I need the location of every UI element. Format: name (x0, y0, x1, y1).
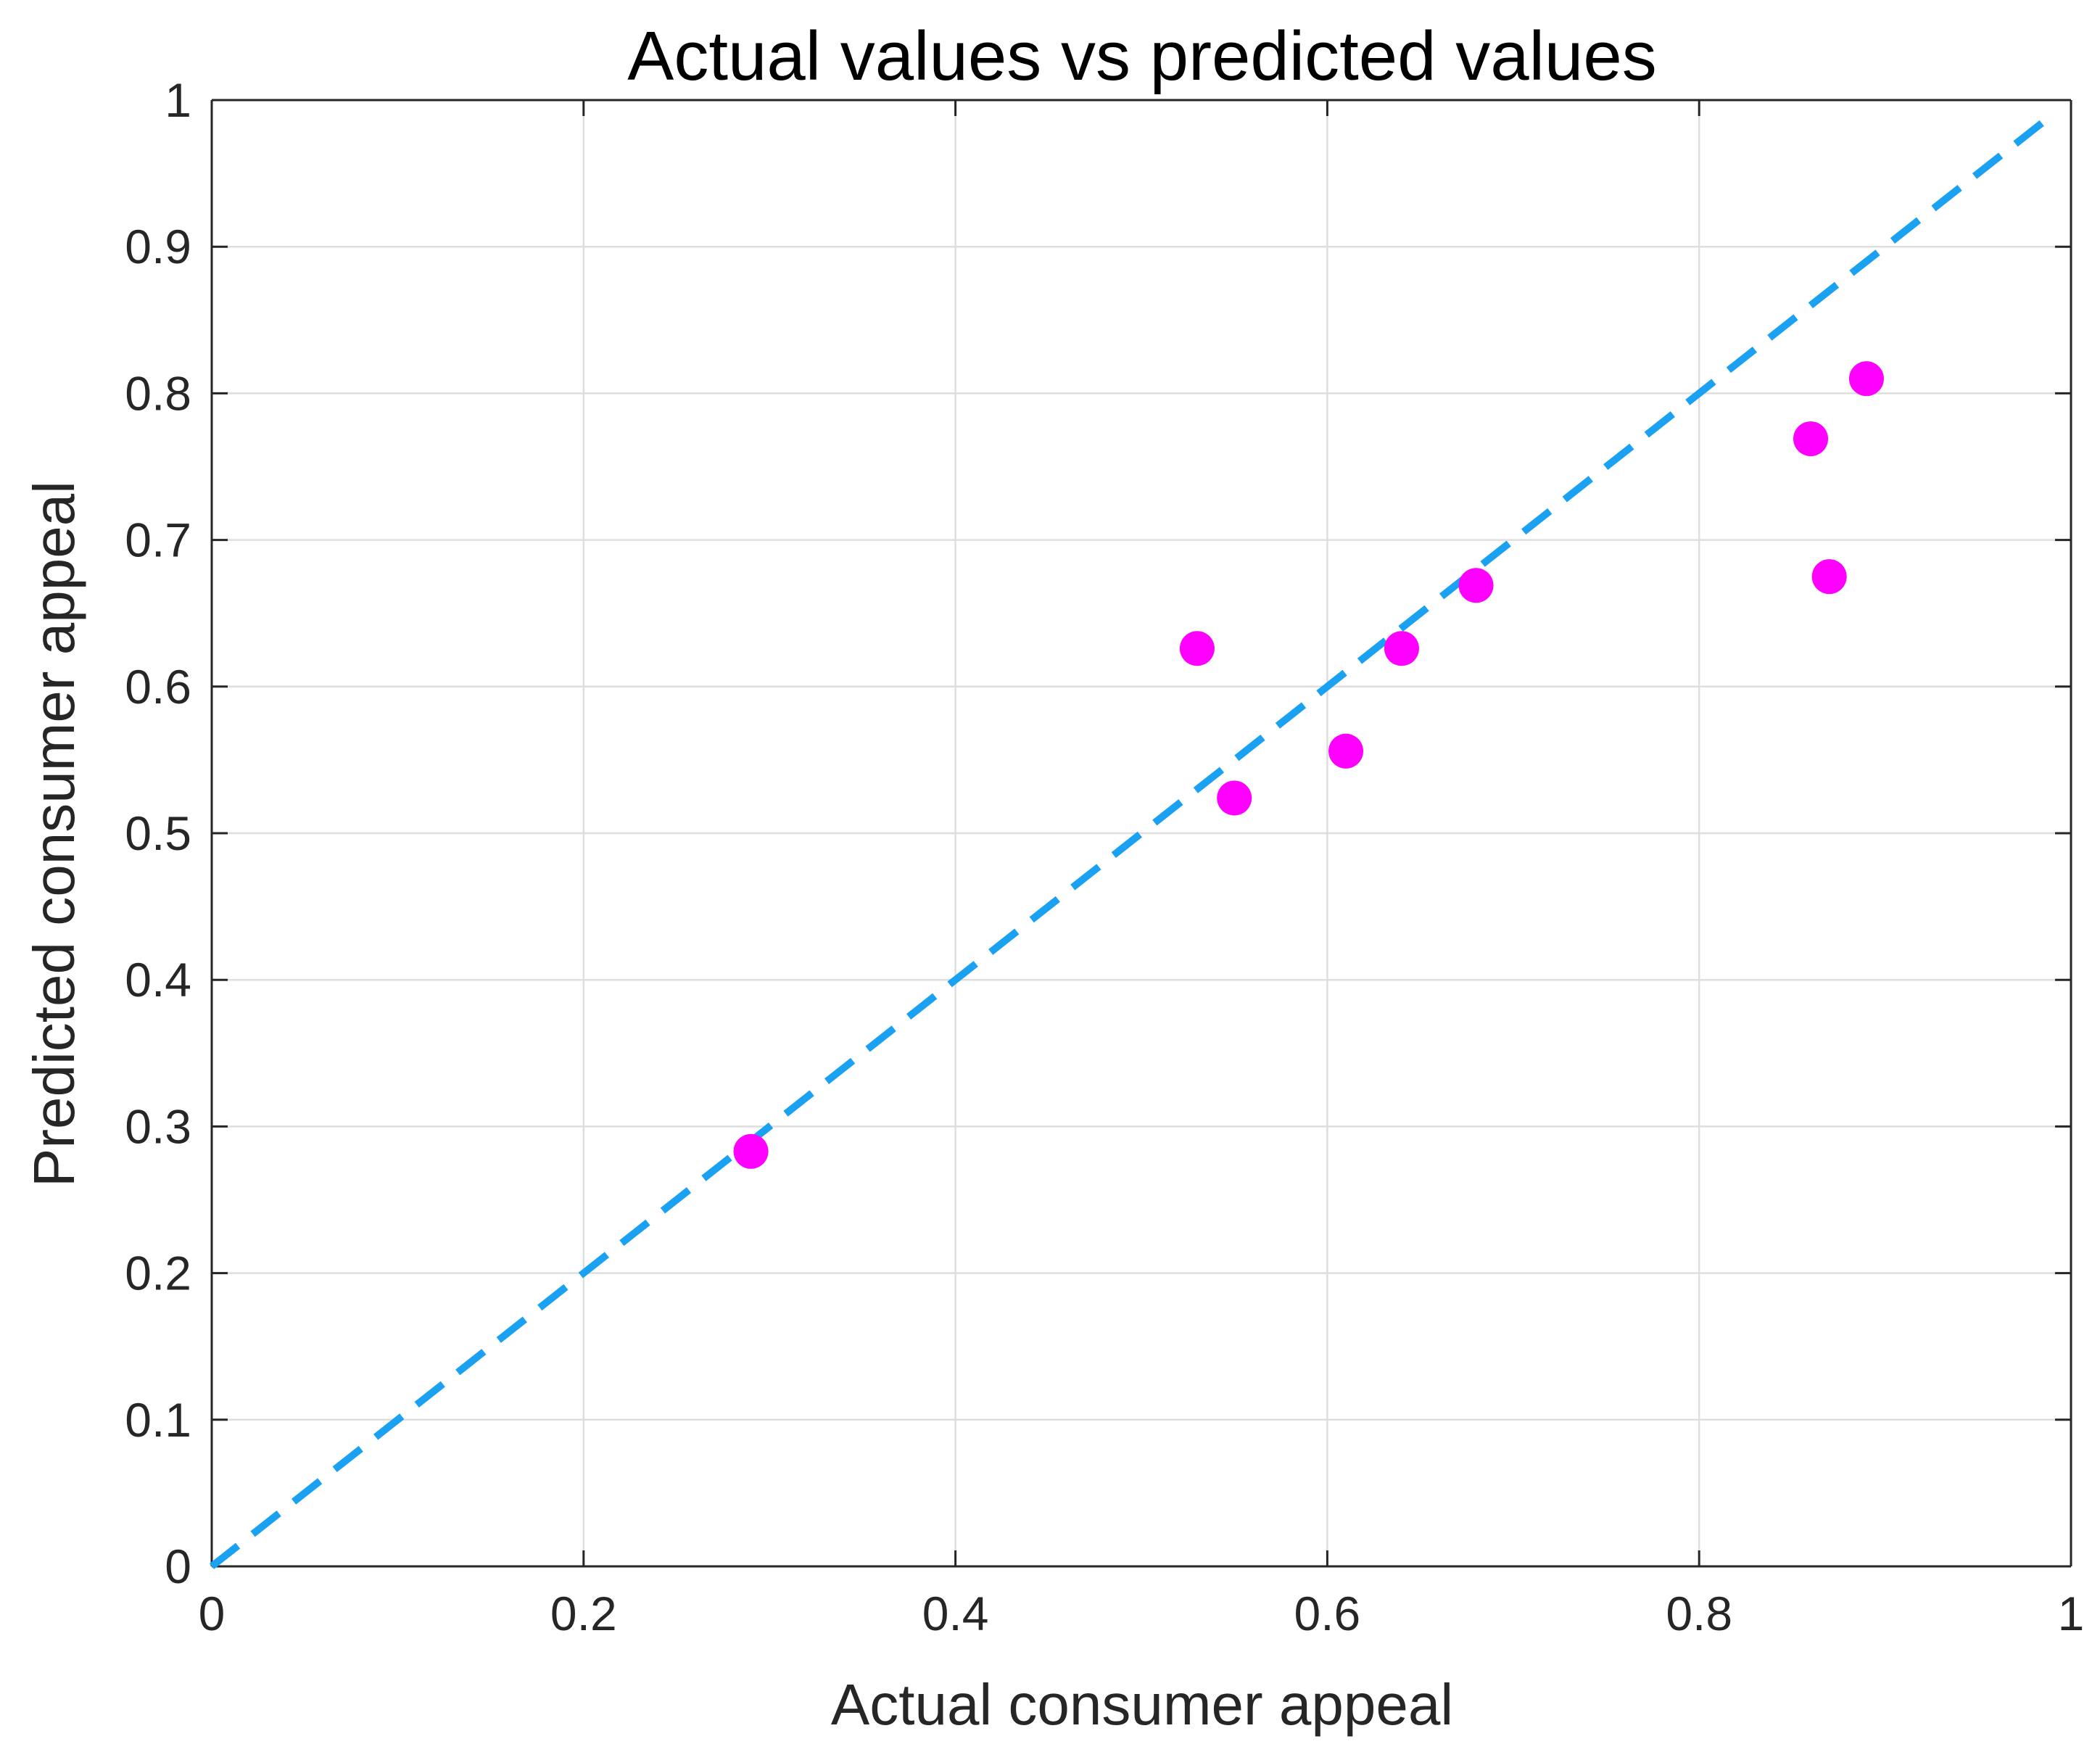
y-tick-label: 1 (165, 73, 191, 127)
data-point (1848, 361, 1884, 397)
data-point (1458, 568, 1494, 603)
y-tick-label: 0.6 (125, 660, 191, 714)
x-tick-label: 0.4 (922, 1587, 989, 1640)
data-point (1328, 733, 1364, 769)
data-point (1217, 780, 1252, 816)
x-tick-label: 0.2 (550, 1587, 617, 1640)
x-tick-label: 1 (2058, 1587, 2085, 1640)
y-tick-label: 0 (165, 1540, 191, 1593)
y-tick-label: 0.3 (125, 1099, 191, 1153)
x-tick-label: 0 (199, 1587, 226, 1640)
y-tick-label: 0.2 (125, 1247, 191, 1300)
y-tick-label: 0.7 (125, 513, 191, 567)
chart-title: Actual values vs predicted values (627, 17, 1656, 95)
y-tick-label: 0.9 (125, 220, 191, 273)
y-axis-label: Predicted consumer appeal (22, 481, 86, 1187)
plot-area (209, 112, 2055, 1569)
axes (210, 99, 2072, 1568)
y-tick-label: 0.5 (125, 806, 191, 860)
x-tick-label: 0.6 (1294, 1587, 1361, 1640)
y-tick-label: 0.4 (125, 953, 191, 1007)
data-point (1793, 421, 1829, 457)
data-point (1384, 631, 1419, 666)
data-point (1179, 631, 1215, 666)
y-tick-label: 0.8 (125, 366, 191, 420)
data-point (1811, 559, 1847, 595)
tick-labels: 0 0.2 0.4 0.6 0.8 1 0 0.1 0.2 0.3 0.4 0.5 0.6 0.7 0.8 0… (125, 73, 2084, 1640)
x-axis-label: Actual consumer appeal (831, 1672, 1453, 1737)
x-tick-label: 0.8 (1666, 1587, 1732, 1640)
reference-line (209, 112, 2055, 1569)
y-tick-label: 0.1 (125, 1393, 191, 1447)
data-point (733, 1133, 769, 1169)
